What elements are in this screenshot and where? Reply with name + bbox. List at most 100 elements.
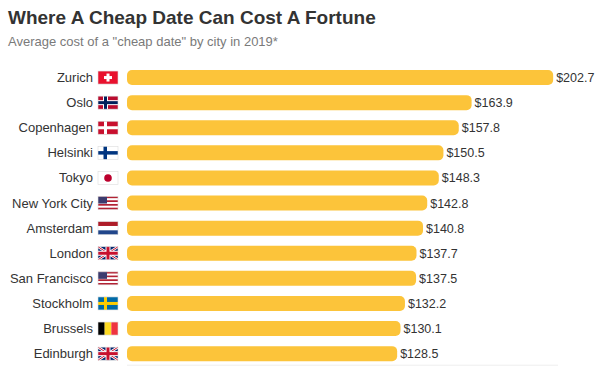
flag [98,222,118,235]
flag-border [98,171,118,184]
flag-border [98,197,118,210]
flag-part [98,71,118,84]
labels: Zurich $202.7 Oslo $163.9 Copenhagen $157.8 He… [10,70,595,361]
flag-part [98,302,118,305]
flag-border [98,121,118,134]
data-label: $157.8 [462,121,500,135]
flag-part [98,226,118,230]
bar [127,271,416,286]
flag-part [98,281,118,283]
category-label: New York City [12,196,93,211]
flag-part [98,197,107,204]
flag [98,71,118,84]
flag [98,96,118,109]
data-label: $150.5 [446,146,484,160]
flag-part [98,171,118,184]
flag-part [98,151,118,155]
category-label: Tokyo [59,170,93,185]
subtitle: Average cost of a "cheap date" by city i… [8,34,278,49]
flag-part [98,230,118,234]
category-label: Stockholm [32,296,93,311]
flag [98,171,118,184]
flag-part [98,206,118,208]
bar [127,346,397,361]
data-label: $130.1 [404,322,442,336]
data-label: $137.5 [419,272,457,286]
axis-line [127,365,558,366]
flag [98,247,118,260]
flag-border [98,71,118,84]
category-label: Oslo [66,95,93,110]
data-label: $132.2 [408,297,446,311]
bar [127,196,427,211]
page: {"chart_data": {"type": "bar", "orientat… [0,0,611,369]
flag-part [105,322,112,335]
data-label: $142.8 [430,197,468,211]
flag-part [98,252,118,255]
category-label: Helsinki [47,145,93,160]
data-label: $137.7 [420,247,458,261]
flag-part [98,347,118,360]
bar [127,70,553,85]
flag-border [98,347,118,360]
flag-part [98,146,118,159]
bar [127,145,443,160]
flag-part [98,352,118,355]
title: Where A Cheap Date Can Cost A Fortune [8,7,376,28]
flag-part [98,204,118,206]
data-label: $202.7 [556,71,594,85]
bar [127,221,423,236]
category-label: Amsterdam [27,221,93,236]
bar [127,296,405,311]
flag-part [98,121,118,134]
flag-border [98,96,118,109]
category-label: San Francisco [10,271,93,286]
flag-part [98,96,118,109]
data-label: $148.3 [442,171,480,185]
flag-border [98,272,118,285]
category-label: Zurich [57,70,93,85]
bar [127,120,459,135]
flag-border [98,322,118,335]
data-label: $128.5 [400,347,438,361]
flag-part [98,100,118,105]
category-label: Edinburgh [34,346,93,361]
flag-part [98,247,118,260]
flag-part [98,272,107,279]
flag-part [98,101,118,104]
category-label: London [50,246,93,261]
flag-part [98,347,118,360]
category-label: Brussels [43,321,93,336]
flag-part [98,322,105,335]
flag-part [98,247,118,260]
flag-part [104,174,112,182]
flag [98,146,118,159]
flag-part [98,347,118,360]
bars [127,70,553,361]
flag [98,322,118,335]
chart-svg: Where A Cheap Date Can Cost A Fortune Ave… [0,0,611,369]
flag [98,347,118,360]
flag [98,297,118,310]
flag-part [98,247,118,260]
flag [98,121,118,134]
flag-border [98,222,118,235]
flag-border [98,297,118,310]
flag-border [98,247,118,260]
bar [127,170,439,185]
flag-part [98,126,118,129]
flag-border [98,146,118,159]
flag-part [98,279,118,281]
flag-part [111,322,118,335]
flag [98,197,118,210]
flag-part [98,297,118,310]
category-label: Copenhagen [19,120,93,135]
data-label: $163.9 [475,96,513,110]
bar [127,95,472,110]
flag-part [104,76,112,79]
flag-part [98,222,118,226]
flag [98,272,118,285]
bar [127,246,417,261]
bar [127,321,401,336]
data-label: $140.8 [426,222,464,236]
